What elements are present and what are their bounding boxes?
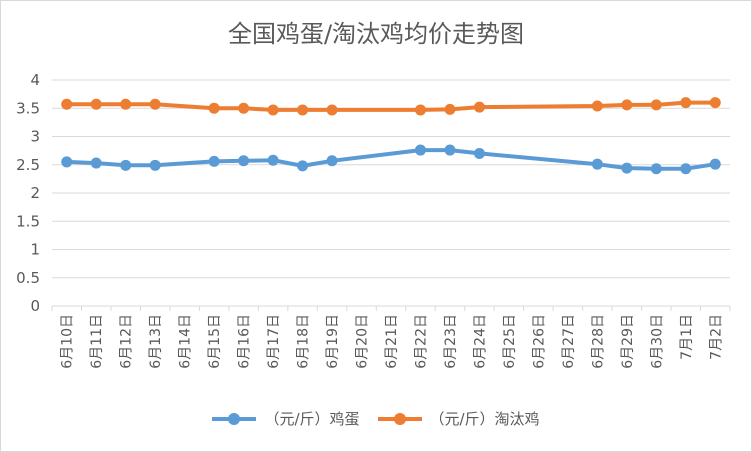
x-tick-label: 6月25日 <box>502 314 518 369</box>
data-point <box>61 98 73 110</box>
data-point <box>149 159 161 171</box>
x-tick-label: 6月22日 <box>413 314 429 369</box>
y-tick-label: 2 <box>30 184 40 202</box>
data-point <box>444 103 456 115</box>
series-points <box>61 97 721 175</box>
data-point <box>473 147 485 159</box>
x-tick-label: 6月13日 <box>148 314 164 369</box>
x-tick-label: 6月15日 <box>207 314 223 369</box>
x-tick-label: 6月11日 <box>89 314 105 369</box>
data-point <box>238 102 250 114</box>
data-point <box>297 160 309 172</box>
y-tick-label: 2.5 <box>16 156 40 174</box>
y-tick-label: 4 <box>30 71 40 89</box>
x-tick-label: 7月2日 <box>708 314 724 360</box>
x-tick-label: 6月23日 <box>443 314 459 369</box>
data-point <box>709 158 721 170</box>
data-point <box>650 99 662 111</box>
x-tick-label: 6月24日 <box>472 314 488 369</box>
x-tick-label: 6月12日 <box>119 314 135 369</box>
data-point <box>621 162 633 174</box>
data-point <box>61 156 73 168</box>
data-point <box>267 154 279 166</box>
data-point <box>326 104 338 116</box>
x-tick-label: 6月10日 <box>60 314 76 369</box>
y-tick-label: 1 <box>30 241 40 259</box>
data-point <box>120 98 132 110</box>
series-line-0 <box>64 148 718 171</box>
data-point <box>238 155 250 167</box>
chart-title: 全国鸡蛋/淘汰鸡均价走势图 <box>227 20 525 48</box>
legend-item-egg: （元/斤）鸡蛋 <box>212 408 360 429</box>
gridlines <box>51 79 731 311</box>
data-point <box>473 101 485 113</box>
x-tick-label: 6月21日 <box>384 314 400 369</box>
data-point <box>120 159 132 171</box>
data-point <box>208 155 220 167</box>
x-tick-label: 6月14日 <box>178 314 194 369</box>
x-tick-label: 6月30日 <box>649 314 665 369</box>
x-tick-label: 6月16日 <box>237 314 253 369</box>
y-axis-ticks: 0 0.5 1 1.5 2 2.5 3 3.5 4 <box>16 71 40 315</box>
y-tick-label: 1.5 <box>16 212 40 230</box>
legend-swatch-egg <box>212 412 257 426</box>
data-point <box>591 158 603 170</box>
data-point <box>680 163 692 175</box>
y-tick-label: 3.5 <box>16 99 40 117</box>
data-point <box>326 155 338 167</box>
x-axis-ticks: 6月10日 6月11日 6月12日 6月13日 6月14日 6月15日 6月16日 6月17日… <box>60 314 725 369</box>
data-point <box>591 100 603 112</box>
data-point <box>149 98 161 110</box>
data-point <box>680 97 692 109</box>
legend: （元/斤）鸡蛋 （元/斤）淘汰鸡 <box>0 408 752 429</box>
data-point <box>90 157 102 169</box>
data-point <box>650 163 662 175</box>
data-point <box>444 144 456 156</box>
x-tick-label: 6月20日 <box>355 314 371 369</box>
data-point <box>414 144 426 156</box>
legend-swatch-hen <box>377 412 422 426</box>
series-line-1 <box>64 100 718 112</box>
y-tick-label: 3 <box>30 128 40 146</box>
x-tick-label: 6月18日 <box>296 314 312 369</box>
data-point <box>90 98 102 110</box>
data-point <box>267 104 279 116</box>
data-point <box>208 102 220 114</box>
x-tick-label: 6月17日 <box>266 314 282 369</box>
legend-label-hen: （元/斤）淘汰鸡 <box>429 410 540 428</box>
x-tick-label: 6月27日 <box>561 314 577 369</box>
series-lines <box>64 100 718 171</box>
x-tick-label: 6月29日 <box>620 314 636 369</box>
legend-label-egg: （元/斤）鸡蛋 <box>264 410 360 428</box>
y-tick-label: 0.5 <box>16 269 40 287</box>
x-tick-label: 6月28日 <box>590 314 606 369</box>
y-tick-label: 0 <box>30 297 40 315</box>
x-tick-label: 7月1日 <box>679 314 695 360</box>
data-point <box>709 97 721 109</box>
data-point <box>297 104 309 116</box>
x-tick-label: 6月19日 <box>325 314 341 369</box>
x-tick-label: 6月26日 <box>531 314 547 369</box>
data-point <box>621 99 633 111</box>
data-point <box>414 104 426 116</box>
legend-item-hen: （元/斤）淘汰鸡 <box>377 408 540 429</box>
